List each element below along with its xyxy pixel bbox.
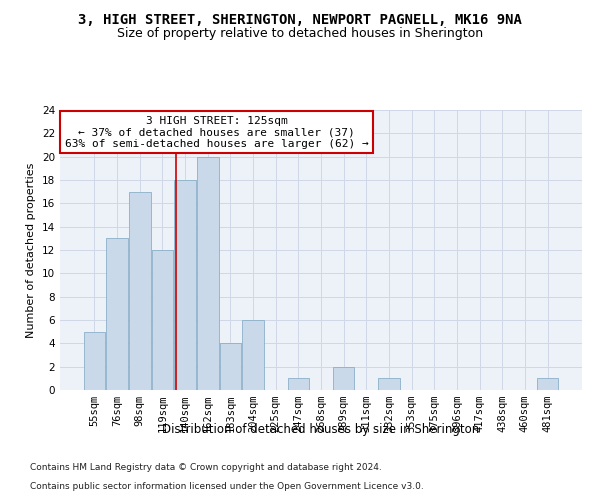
Y-axis label: Number of detached properties: Number of detached properties <box>26 162 37 338</box>
Bar <box>537 378 558 390</box>
Bar <box>287 378 309 390</box>
Text: 3 HIGH STREET: 125sqm
← 37% of detached houses are smaller (37)
63% of semi-deta: 3 HIGH STREET: 125sqm ← 37% of detached … <box>65 116 368 149</box>
Bar <box>129 192 151 390</box>
Bar <box>152 250 173 390</box>
Text: Contains public sector information licensed under the Open Government Licence v3: Contains public sector information licen… <box>30 482 424 491</box>
Bar <box>175 180 196 390</box>
Bar <box>197 156 218 390</box>
Bar <box>220 344 241 390</box>
Bar <box>378 378 400 390</box>
Text: Contains HM Land Registry data © Crown copyright and database right 2024.: Contains HM Land Registry data © Crown c… <box>30 464 382 472</box>
Bar <box>333 366 355 390</box>
Text: Distribution of detached houses by size in Sherington: Distribution of detached houses by size … <box>163 422 479 436</box>
Bar <box>106 238 128 390</box>
Bar <box>242 320 264 390</box>
Bar <box>84 332 105 390</box>
Text: Size of property relative to detached houses in Sherington: Size of property relative to detached ho… <box>117 28 483 40</box>
Text: 3, HIGH STREET, SHERINGTON, NEWPORT PAGNELL, MK16 9NA: 3, HIGH STREET, SHERINGTON, NEWPORT PAGN… <box>78 12 522 26</box>
